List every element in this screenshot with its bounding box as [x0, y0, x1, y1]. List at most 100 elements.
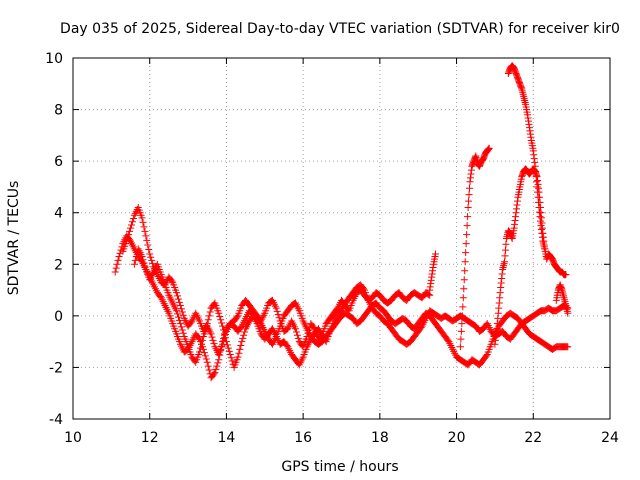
data-point: [148, 256, 156, 264]
data-point: [204, 316, 212, 324]
data-point: [113, 260, 121, 268]
data-point: [197, 340, 205, 348]
data-point: [217, 316, 225, 324]
data-point: [482, 352, 490, 360]
data-point: [310, 323, 318, 331]
data-point: [176, 320, 184, 328]
data-point: [273, 307, 281, 315]
data-point: [131, 256, 139, 264]
data-point: [457, 335, 465, 343]
data-point: [146, 250, 154, 258]
y-tick-label: 8: [54, 103, 63, 119]
data-point: [219, 322, 227, 330]
x-tick-label: 20: [448, 430, 466, 446]
data-point: [431, 250, 439, 258]
data-point: [562, 271, 570, 279]
data-point: [178, 308, 186, 316]
data-point: [112, 264, 120, 272]
x-axis-label: GPS time / hours: [281, 459, 398, 475]
data-point: [176, 302, 184, 310]
series-track-7: [504, 62, 549, 253]
data-point: [464, 213, 472, 221]
data-point: [213, 362, 221, 370]
data-point: [236, 345, 244, 353]
data-point: [138, 253, 146, 261]
data-point: [209, 336, 217, 344]
data-point: [141, 227, 149, 235]
data-point: [205, 312, 213, 320]
data-point: [140, 259, 148, 267]
data-point: [460, 285, 468, 293]
data-point: [201, 352, 209, 360]
data-point: [456, 343, 464, 351]
data-point: [214, 359, 222, 367]
data-point: [115, 253, 123, 261]
data-point: [141, 262, 149, 270]
data-point: [145, 245, 153, 253]
data-point: [461, 267, 469, 275]
x-tick-label: 24: [601, 430, 619, 446]
data-point: [224, 344, 232, 352]
data-point: [174, 292, 182, 300]
data-point: [461, 258, 469, 266]
data-point: [462, 249, 470, 257]
data-point: [128, 218, 136, 226]
data-point: [459, 303, 467, 311]
data-point: [459, 294, 467, 302]
data-point: [144, 241, 152, 249]
data-point: [465, 191, 473, 199]
data-point: [168, 277, 176, 285]
data-point: [206, 308, 214, 316]
data-marks: [111, 62, 572, 382]
data-point: [272, 304, 280, 312]
x-tick-label: 16: [294, 430, 312, 446]
data-point: [139, 256, 147, 264]
data-point: [275, 314, 283, 322]
data-point: [149, 260, 157, 268]
data-point: [204, 362, 212, 370]
data-point: [211, 369, 219, 377]
data-point: [294, 334, 302, 342]
x-tick-label: 22: [524, 430, 542, 446]
data-point: [223, 341, 231, 349]
data-point: [221, 334, 229, 342]
data-point: [226, 351, 234, 359]
y-tick-label: -2: [49, 360, 63, 376]
data-point: [220, 337, 228, 345]
data-point: [125, 231, 133, 239]
data-point: [227, 354, 235, 362]
data-point: [291, 325, 299, 333]
data-point: [485, 144, 493, 152]
data-point: [212, 365, 220, 373]
data-point: [203, 358, 211, 366]
data-point: [465, 197, 473, 205]
data-point: [462, 240, 470, 248]
axis-ticks: [72, 57, 611, 420]
data-point: [241, 328, 249, 336]
data-point: [177, 323, 185, 331]
data-point: [228, 357, 236, 365]
data-point: [219, 340, 227, 348]
series-track-8: [552, 281, 572, 317]
data-point: [127, 224, 135, 232]
data-point: [460, 276, 468, 284]
data-point: [147, 253, 155, 261]
data-point: [564, 343, 572, 351]
data-point: [225, 347, 233, 355]
series-track-3: [130, 245, 572, 369]
data-point: [215, 309, 223, 317]
data-point: [239, 334, 247, 342]
data-point: [114, 256, 122, 264]
data-point: [234, 353, 242, 361]
y-tick-label: 0: [54, 309, 63, 325]
y-tick-label: 6: [54, 154, 63, 170]
data-point: [142, 232, 150, 240]
x-tick-label: 12: [141, 430, 159, 446]
data-point: [196, 348, 204, 356]
data-point: [238, 338, 246, 346]
data-point: [464, 204, 472, 212]
data-point: [130, 260, 138, 268]
data-point: [199, 345, 207, 353]
data-point: [208, 333, 216, 341]
